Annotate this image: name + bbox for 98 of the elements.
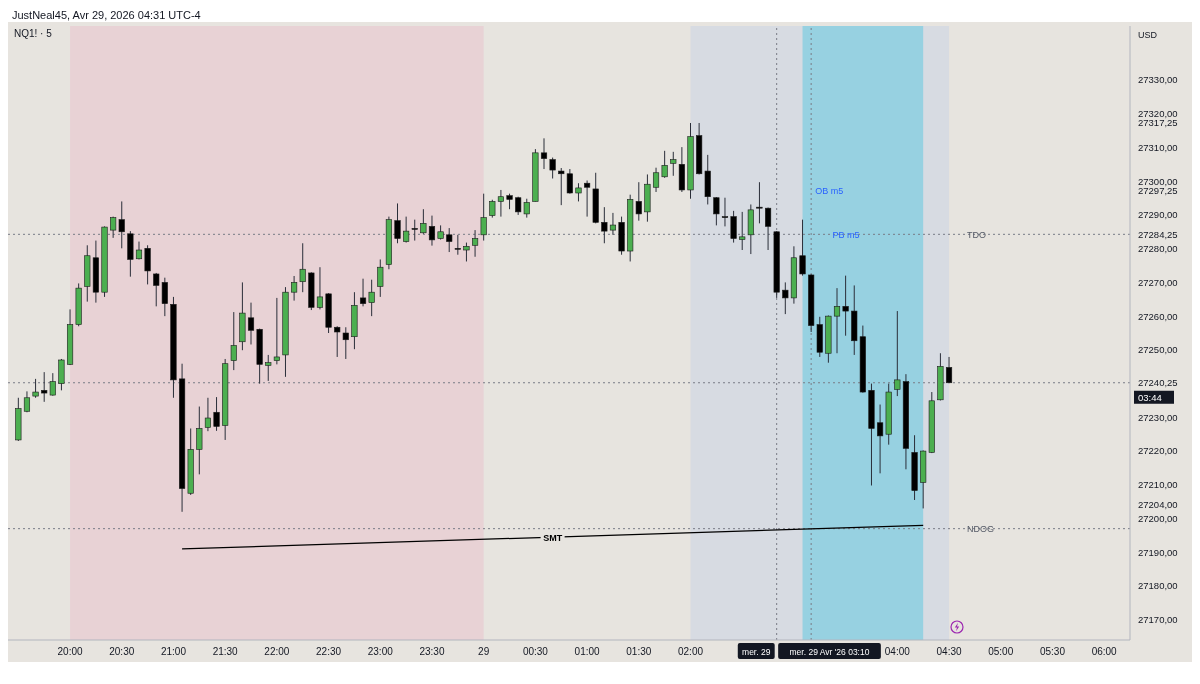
candlestick — [446, 227, 453, 253]
y-tick-label: 27317,25 — [1138, 117, 1178, 129]
ref-line-label: mer. 29 Avr '26 03:10 — [789, 646, 870, 657]
candlestick — [299, 242, 306, 293]
candlestick — [575, 182, 582, 202]
y-tick-label: 27320,00 — [1138, 108, 1178, 120]
x-tick-label: 21:30 — [212, 646, 239, 658]
x-tick-label: 22:00 — [264, 646, 290, 658]
candlestick — [316, 266, 324, 310]
x-tick-label: 23:00 — [367, 646, 394, 658]
series-label: SMT — [543, 532, 563, 543]
candlestick — [661, 150, 668, 179]
x-tick-label: 00:30 — [522, 646, 549, 658]
candlestick — [480, 193, 487, 242]
x-tick-label: 22:30 — [316, 646, 342, 658]
candlestick — [273, 297, 280, 365]
candlestick — [394, 202, 401, 244]
y-tick-label: 27300,00 — [1138, 175, 1178, 187]
candlestick — [230, 311, 237, 371]
y-tick-label: 27330,00 — [1138, 74, 1178, 86]
ref-line-label: TDO — [967, 229, 987, 240]
x-tick-label: 23:30 — [419, 646, 445, 658]
x-tick-label: 04:30 — [936, 646, 962, 658]
y-tick-label: 27170,00 — [1138, 614, 1178, 626]
candlestick — [58, 358, 65, 391]
candlestick — [609, 212, 617, 236]
candlestick — [765, 207, 772, 251]
annotation: OB m5 — [815, 185, 844, 196]
candlestick — [428, 215, 436, 247]
candlestick — [32, 378, 39, 399]
candlestick — [739, 211, 746, 251]
y-tick-label: 27230,00 — [1138, 411, 1178, 423]
candlestick — [213, 396, 220, 432]
candlestick — [368, 279, 375, 317]
candlestick — [782, 281, 789, 315]
candlestick — [601, 206, 608, 244]
candlestick — [420, 208, 427, 235]
y-tick-label: 27210,00 — [1138, 479, 1178, 491]
candlestick — [756, 181, 763, 224]
candlestick — [291, 275, 298, 302]
candlestick — [584, 180, 591, 218]
y-tick-label: 27280,00 — [1138, 243, 1178, 255]
x-tick-label: 20:30 — [109, 646, 135, 658]
candlestick — [730, 210, 737, 244]
x-tick-label: 01:00 — [574, 646, 601, 658]
candlestick — [377, 258, 384, 298]
candlestick — [549, 157, 556, 179]
annotation: PB m5 — [832, 229, 860, 240]
candlestick — [713, 196, 720, 226]
candlestick — [265, 354, 272, 382]
candlestick — [833, 287, 841, 354]
x-tick-label: 20:00 — [57, 646, 83, 658]
candlestick — [842, 275, 849, 337]
y-tick-label: 27310,00 — [1138, 141, 1178, 153]
y-tick-label: 27200,00 — [1138, 512, 1178, 524]
y-tick-label: 27240,25 — [1138, 377, 1178, 389]
x-tick-label: 02:00 — [677, 646, 704, 658]
candlestick — [196, 406, 203, 475]
candlestick — [204, 397, 211, 432]
x-tick-label: 06:00 — [1091, 646, 1118, 658]
ref-line-label: NDOG — [967, 524, 995, 535]
candlestick — [721, 197, 729, 227]
x-tick-label: 04:00 — [884, 646, 911, 658]
candlestick — [454, 234, 461, 256]
chart-subtitle: NQ1! · 5 — [14, 28, 52, 39]
x-tick-label: 01:30 — [626, 646, 652, 658]
x-tick-label: 05:00 — [988, 646, 1014, 658]
text: 03:44 — [1138, 391, 1162, 403]
y-tick-label: 27190,00 — [1138, 546, 1178, 558]
candlestick — [463, 242, 470, 262]
x-tick-label: 21:00 — [160, 646, 187, 658]
candlestick — [247, 302, 255, 345]
y-tick-label: 27204,00 — [1138, 499, 1178, 511]
y-tick-label: 27290,00 — [1138, 209, 1178, 221]
candlestick — [540, 137, 548, 170]
y-tick-label: 27284,25 — [1138, 228, 1178, 240]
y-axis-title: USD — [1138, 30, 1158, 40]
candlestick — [877, 404, 884, 474]
y-tick-label: 27270,00 — [1138, 276, 1178, 288]
x-tick-label: 05:30 — [1039, 646, 1066, 658]
candlestick — [411, 219, 418, 242]
candlestick — [359, 278, 367, 307]
y-tick-label: 27180,00 — [1138, 580, 1178, 592]
candlestick — [497, 189, 504, 218]
candlestick — [945, 356, 953, 384]
candlestick — [144, 244, 151, 285]
candlestick — [652, 167, 660, 193]
candlestick — [670, 151, 677, 177]
candlestick — [472, 229, 479, 258]
y-tick-label: 27260,00 — [1138, 310, 1178, 322]
candlestick — [799, 219, 806, 277]
chart-title: JustNeal45, Avr 29, 2026 04:31 UTC-4 — [8, 8, 1192, 22]
candlestick — [894, 310, 901, 397]
x-tick-label: 29 — [478, 646, 490, 658]
candlestick — [403, 216, 410, 244]
y-tick-label: 27250,00 — [1138, 344, 1178, 356]
y-tick-label: 27220,00 — [1138, 445, 1178, 457]
ref-line-label: mer. 29 — [742, 646, 771, 657]
